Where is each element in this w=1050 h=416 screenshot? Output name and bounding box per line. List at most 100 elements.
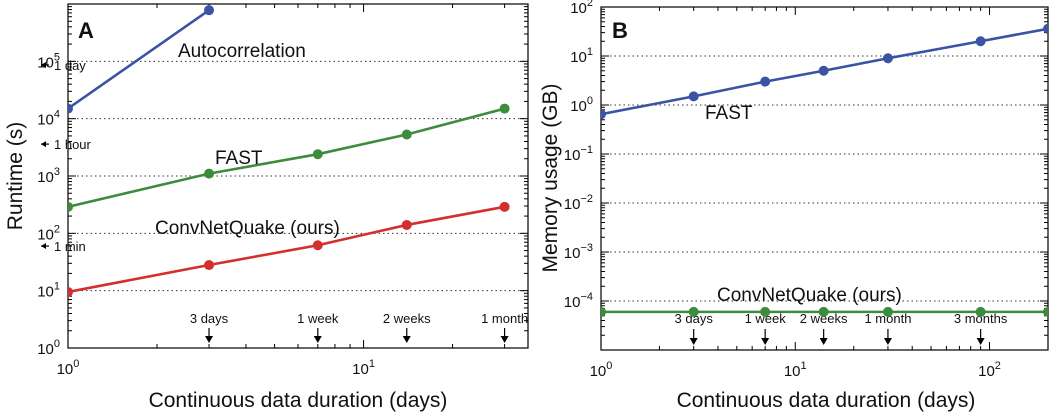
x-marker-label: 1 month (864, 311, 911, 326)
data-point (1043, 306, 1048, 317)
x-marker-label: 1 week (745, 311, 787, 326)
y-tick-label: 10−2 (564, 193, 593, 213)
y-tick-exponent: 3 (54, 166, 60, 178)
y-tick-exponent: 2 (587, 0, 593, 9)
x-tick-base: 10 (784, 363, 801, 380)
marker-arrow-head (205, 336, 214, 343)
marker-arrow-head (976, 338, 985, 345)
data-point (499, 201, 510, 212)
y-tick-exponent: −3 (580, 242, 593, 254)
y-tick-base: 10 (37, 284, 54, 301)
y-tick-base: 10 (564, 294, 581, 311)
data-point (312, 149, 323, 160)
y-tick-base: 10 (37, 341, 54, 358)
y-tick-exponent: 5 (54, 51, 60, 63)
data-point (818, 65, 829, 76)
x-tick-exponent: 1 (801, 360, 807, 372)
data-point (68, 103, 73, 114)
y-tick-base: 10 (570, 0, 587, 17)
data-point (882, 53, 893, 64)
data-point (688, 91, 699, 102)
series-group (601, 23, 1048, 317)
data-point (688, 306, 699, 317)
x-marker-label: 3 months (954, 311, 1008, 326)
y-marker-label: 1 min (54, 239, 86, 254)
plot-frame (67, 3, 529, 349)
x-marker-label: 1 week (297, 311, 339, 326)
y-tick-label: 101 (570, 46, 593, 66)
y-tick-base: 10 (564, 147, 581, 164)
y-tick-label: 104 (37, 109, 60, 129)
y-tick-exponent: 1 (54, 281, 60, 293)
marker-arrow-head (819, 338, 828, 345)
x-marker-label: 2 weeks (383, 311, 431, 326)
data-point (312, 240, 323, 251)
y-tick-label: 102 (37, 223, 60, 243)
marker-arrow-head (41, 243, 46, 250)
marker-arrow-head (41, 61, 46, 68)
y-tick-label: 10−1 (564, 144, 593, 164)
series-label: FAST (705, 103, 753, 124)
y-tick-exponent: −2 (580, 193, 593, 205)
series-line (68, 9, 210, 110)
x-marker-label: 1 month (481, 311, 528, 326)
x-tick-exponent: 2 (995, 360, 1001, 372)
y-marker-label: 1 hour (54, 137, 92, 152)
y-axis-title: Runtime (s) (4, 122, 27, 231)
x-tick-exponent: 0 (73, 358, 79, 370)
x-tick-exponent: 0 (606, 360, 612, 372)
series-label: ConvNetQuake (ours) (717, 285, 902, 306)
y-tick-label: 10−3 (564, 242, 593, 262)
y-tick-exponent: 4 (54, 109, 60, 121)
series-label: ConvNetQuake (ours) (155, 218, 340, 239)
series-line (68, 107, 505, 209)
x-tick-base: 10 (978, 363, 995, 380)
series-label: Autocorrelation (178, 41, 306, 62)
data-point (601, 306, 606, 317)
y-tick-exponent: 2 (54, 223, 60, 235)
x-axis-title: Continuous data duration (days) (677, 389, 976, 412)
x-tick-label: 101 (784, 360, 807, 380)
data-point (975, 36, 986, 47)
y-tick-base: 10 (564, 245, 581, 262)
series-label: FAST (215, 148, 263, 169)
y-tick-exponent: 0 (54, 338, 60, 350)
y-tick-label: 101 (37, 281, 60, 301)
data-point (818, 306, 829, 317)
x-tick-label: 100 (57, 358, 80, 378)
y-tick-base: 10 (37, 169, 54, 186)
x-tick-label: 102 (978, 360, 1001, 380)
y-tick-label: 102 (570, 0, 593, 17)
data-point (499, 103, 510, 114)
data-point (882, 306, 893, 317)
x-tick-label: 100 (590, 360, 613, 380)
marker-arrow-head (402, 336, 411, 343)
y-tick-exponent: 1 (587, 46, 593, 58)
marker-arrow-head (689, 338, 698, 345)
panel-label: B (612, 18, 628, 43)
x-tick-label: 101 (352, 358, 375, 378)
data-point (68, 286, 73, 297)
y-tick-base: 10 (570, 49, 587, 66)
y-tick-exponent: 0 (587, 95, 593, 107)
y-tick-base: 10 (570, 98, 587, 115)
marker-arrow-head (761, 338, 770, 345)
marker-arrow-head (41, 141, 46, 148)
data-point (601, 109, 606, 120)
data-point (68, 201, 73, 212)
marker-arrow-head (313, 336, 322, 343)
x-tick-base: 10 (352, 361, 369, 378)
x-marker-label: 3 days (190, 311, 229, 326)
y-tick-base: 10 (37, 226, 54, 243)
y-tick-base: 10 (37, 112, 54, 129)
y-tick-label: 100 (570, 95, 593, 115)
data-point (975, 306, 986, 317)
data-point (401, 129, 412, 140)
y-tick-label: 100 (37, 338, 60, 358)
y-axis-title: Memory usage (GB) (539, 83, 562, 272)
data-point (760, 306, 771, 317)
y-marker-label: 1 day (54, 58, 86, 73)
